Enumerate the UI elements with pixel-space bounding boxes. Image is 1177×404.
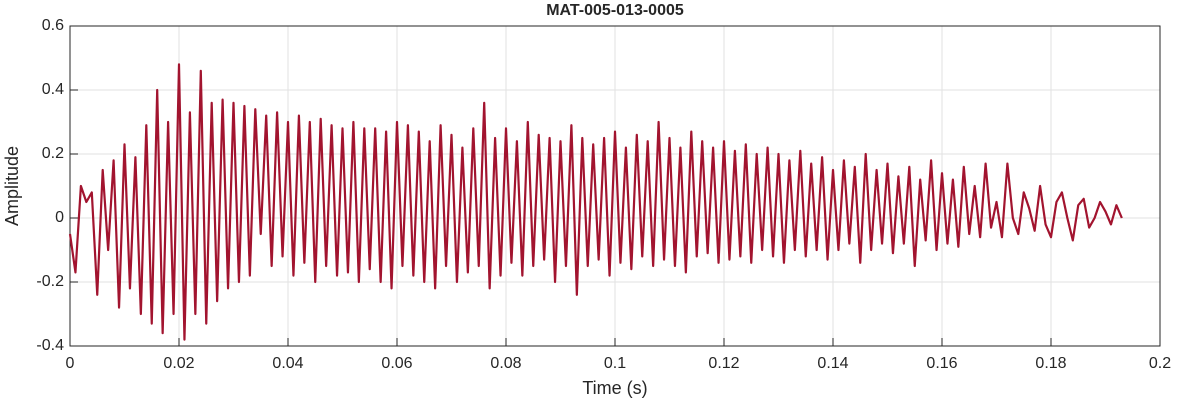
plot-frame [69, 25, 1161, 347]
y-tick-label: -0.4 [36, 337, 64, 354]
x-tick-label: 0.16 [926, 355, 957, 372]
y-tick-label: 0 [55, 209, 64, 226]
y-tick-label: -0.2 [36, 273, 64, 290]
x-tick-label: 0.1 [604, 355, 626, 372]
waveform-line [68, 63, 1123, 341]
x-tick-label: 0.08 [490, 355, 521, 372]
x-tick-label: 0.12 [708, 355, 739, 372]
x-axis-label: Time (s) [582, 378, 647, 398]
y-tick-label: 0.2 [42, 145, 64, 162]
x-tick-label: 0.06 [381, 355, 412, 372]
x-tick-label: 0.2 [1149, 355, 1171, 372]
y-tick-label: 0.4 [42, 81, 64, 98]
x-tick-label: 0.14 [817, 355, 848, 372]
x-tick-label: 0 [66, 355, 75, 372]
x-tick-label: 0.04 [272, 355, 303, 372]
y-axis-label: Amplitude [2, 146, 22, 226]
x-tick-label: 0.02 [163, 355, 194, 372]
chart-title: MAT-005-013-0005 [546, 2, 684, 19]
x-tick-label: 0.18 [1035, 355, 1066, 372]
y-tick-label: 0.6 [42, 17, 64, 34]
